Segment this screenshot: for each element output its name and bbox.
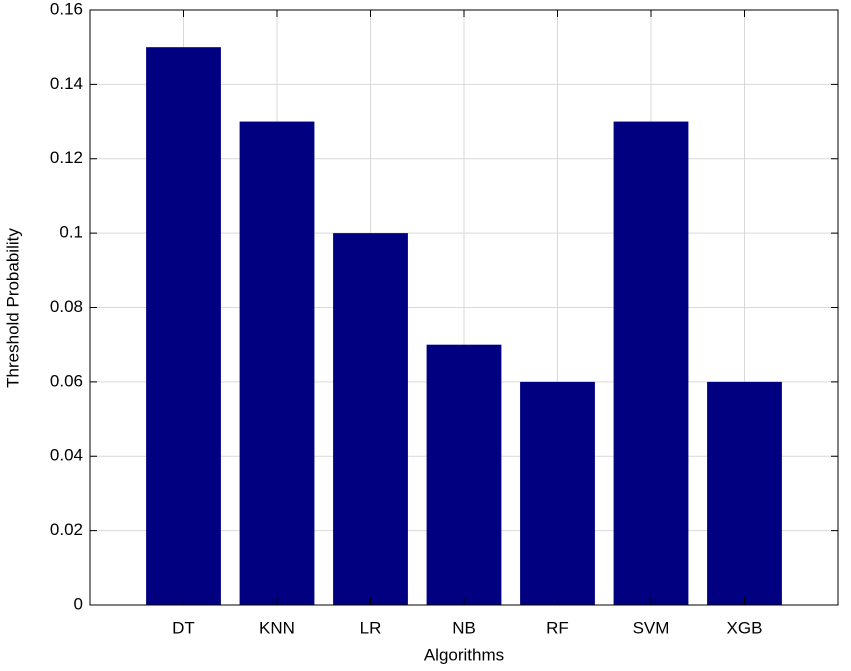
x-tick-label: SVM [633, 618, 670, 637]
y-axis-label: Threshold Probability [3, 228, 22, 388]
y-tick-label: 0.16 [50, 0, 83, 18]
plot-frame [89, 9, 839, 606]
y-tick-label: 0.02 [50, 520, 83, 539]
bar [613, 121, 689, 605]
x-tick-label: NB [452, 618, 476, 637]
bar [520, 381, 595, 605]
y-tick-label: 0.12 [50, 148, 83, 167]
bar [239, 121, 315, 605]
y-tick-label: 0.08 [50, 297, 83, 316]
y-tick-label: 0 [74, 594, 83, 613]
x-tick-label: LR [360, 618, 382, 637]
y-tick-label: 0.14 [50, 74, 83, 93]
bar [333, 233, 408, 605]
bar [707, 381, 782, 605]
bar [426, 344, 502, 605]
x-tick-label: RF [546, 618, 569, 637]
x-axis-label: Algorithms [424, 645, 504, 664]
bar [146, 47, 221, 605]
x-tick-label: DT [172, 618, 195, 637]
y-tick-label: 0.1 [59, 223, 83, 242]
x-tick-label: KNN [259, 618, 295, 637]
x-tick-label: XGB [727, 618, 763, 637]
y-tick-label: 0.04 [50, 446, 83, 465]
y-tick-label: 0.06 [50, 371, 83, 390]
